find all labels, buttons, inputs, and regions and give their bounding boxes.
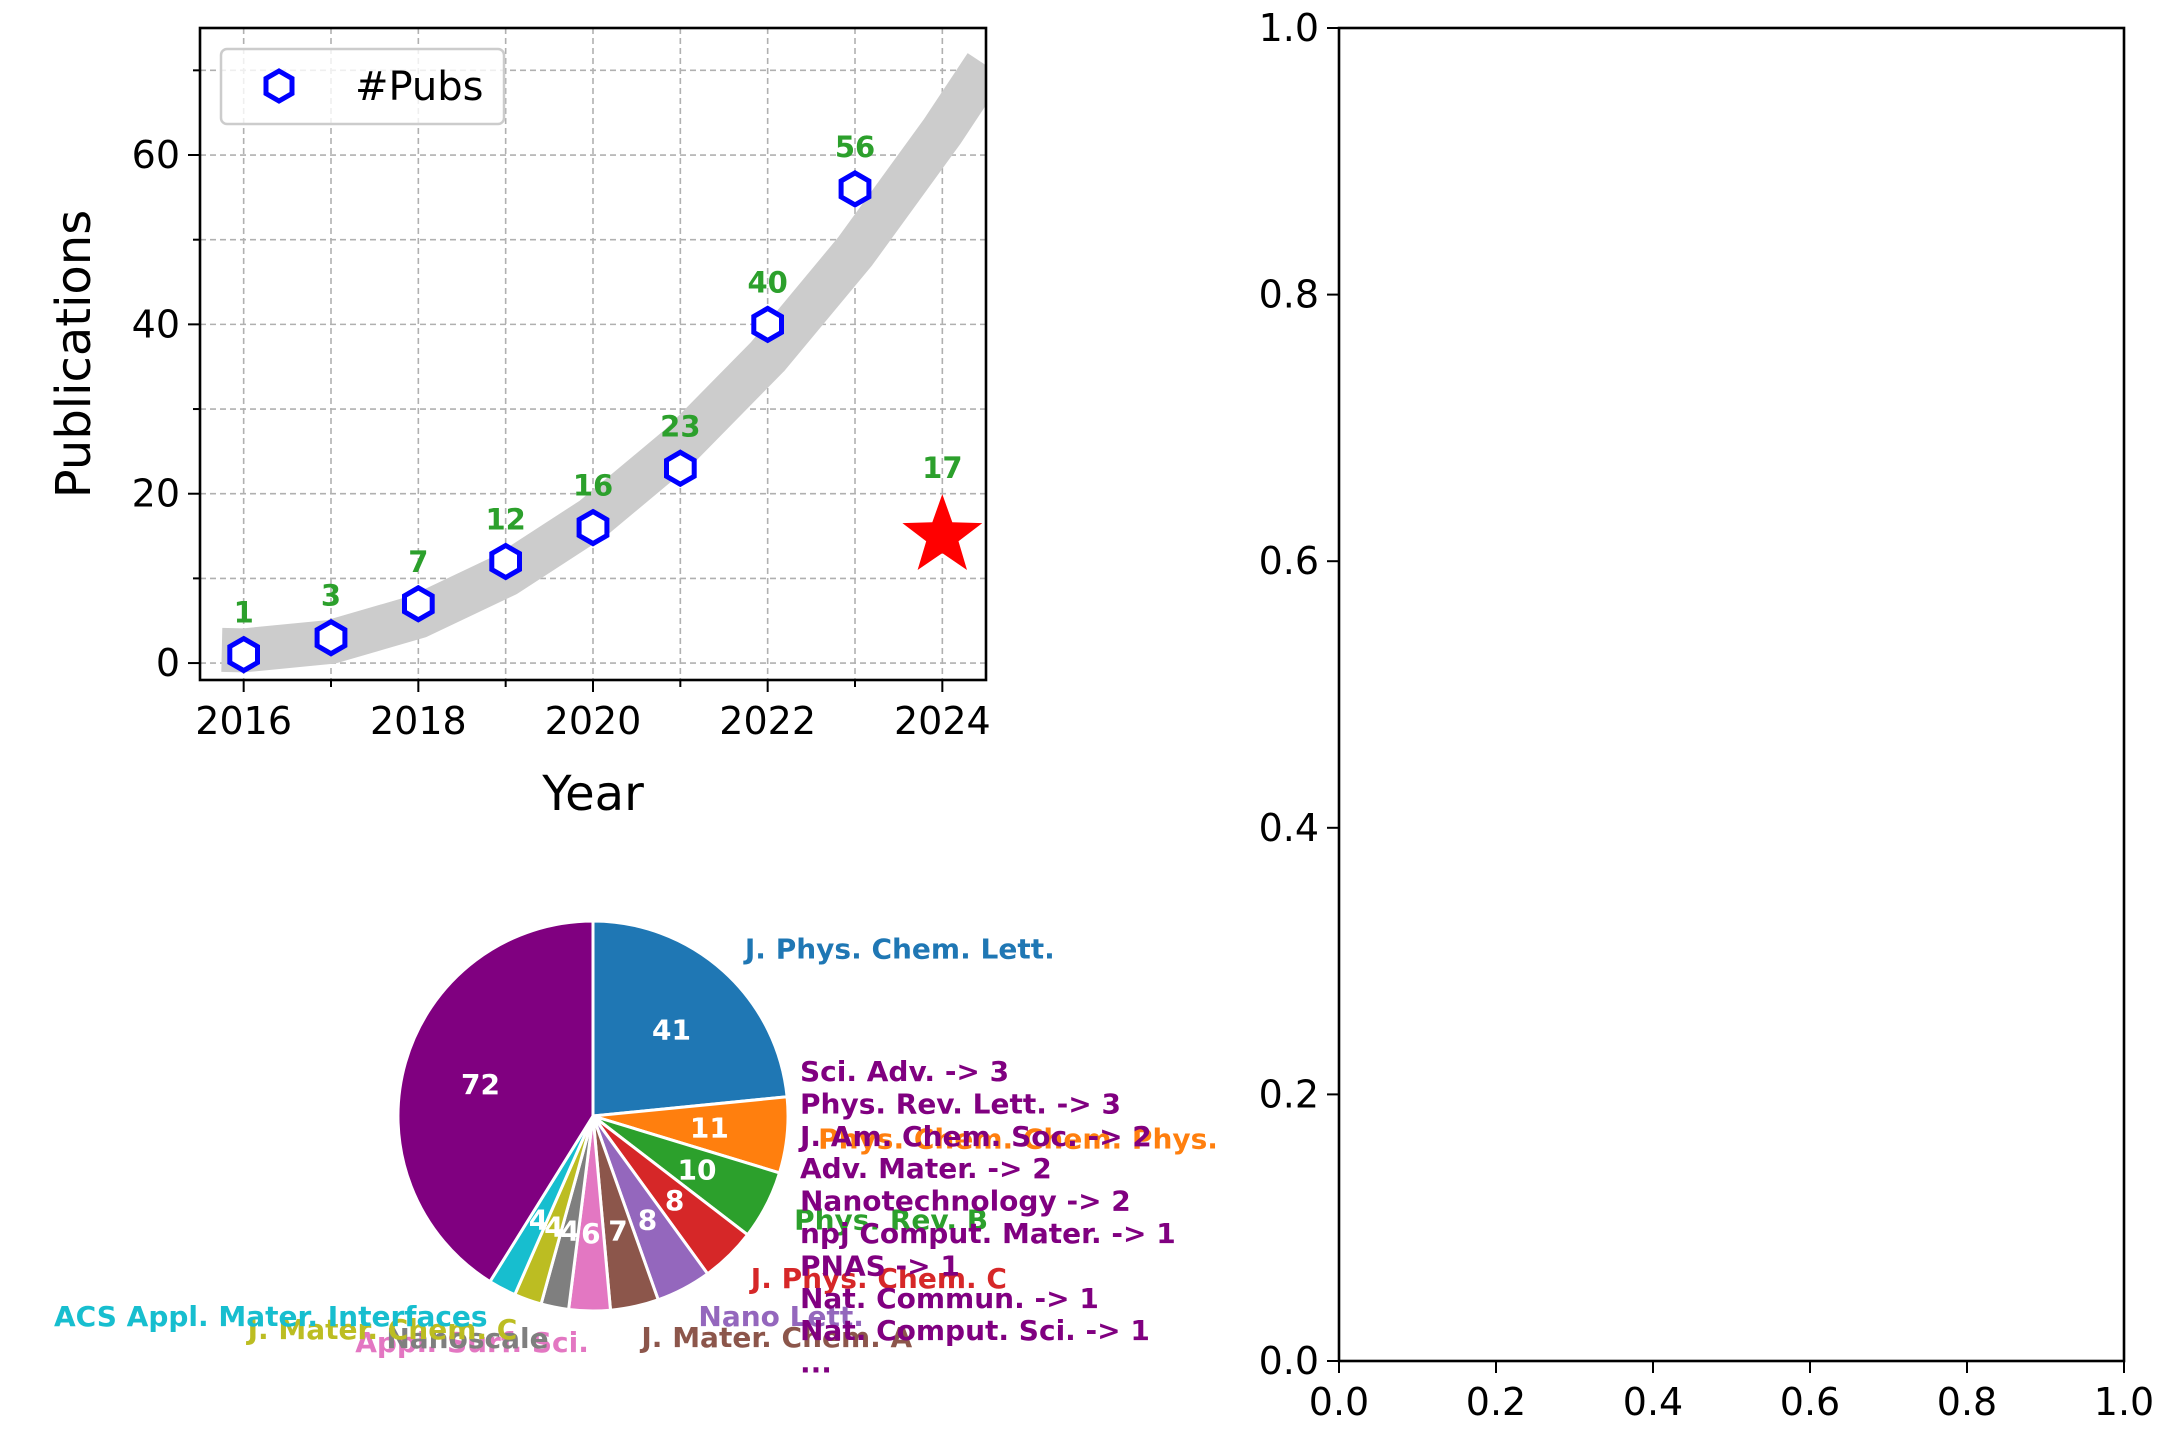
empty-y-tick-label: 0.2 <box>1259 1072 1319 1116</box>
empty-y-tick-label: 0.8 <box>1259 273 1319 317</box>
pie-value-label: 72 <box>461 1068 500 1101</box>
pubs-point <box>838 170 872 208</box>
empty-y-tick-label: 0.0 <box>1259 1339 1319 1383</box>
y-axis-title: Publications <box>46 210 102 498</box>
pubs-data-label: 56 <box>835 130 875 164</box>
pie-value-label: 4 <box>529 1204 548 1237</box>
empty-x-tick-label: 0.2 <box>1466 1380 1526 1424</box>
other-journal-entry: npj Comput. Mater. -> 1 <box>800 1217 1176 1250</box>
pie-slice-label: Nanoscale <box>386 1322 548 1355</box>
other-journal-entry: J. Am. Chem. Soc. -> 2 <box>798 1120 1152 1153</box>
pie-value-label: 11 <box>690 1112 729 1145</box>
empty-x-tick-label: 0.4 <box>1623 1380 1683 1424</box>
other-journal-entry: Nat. Comput. Sci. -> 1 <box>800 1314 1150 1347</box>
publications-data-labels: 1 3 7 12 16 23 40 56 17 <box>234 130 963 630</box>
empty-axes: 0.0 0.2 0.4 0.6 0.8 1.0 0.0 0.2 0.4 0.6 0.8 1.0 <box>1259 6 2155 1424</box>
pie-slice-label: Phys. Chem. Chem. Phys. <box>818 1122 1218 1155</box>
pie-labels: J. Phys. Chem. Lett. Phys. Chem. Chem. Ph… <box>54 932 1218 1359</box>
pie-value-label: 8 <box>638 1204 657 1237</box>
legend-label: #Pubs <box>355 64 484 110</box>
other-journal-entry: Phys. Rev. Lett. -> 3 <box>800 1087 1121 1120</box>
pie-value-label: 10 <box>678 1154 717 1187</box>
empty-x-tick-label: 0.8 <box>1937 1380 1997 1424</box>
x-tick-label: 2022 <box>719 699 816 743</box>
pie-slice-label: J. Mater. Chem. A <box>639 1321 912 1354</box>
pubs-point <box>489 542 522 581</box>
other-journal-entry: Nanotechnology -> 2 <box>800 1185 1131 1218</box>
empty-y-tick-label: 0.6 <box>1259 539 1319 583</box>
y-tick-label: 40 <box>132 302 180 346</box>
pie-slice-label: J. Phys. Chem. C <box>749 1262 1007 1295</box>
pie-slice-label: J. Mater. Chem. C <box>246 1313 518 1346</box>
other-journal-entry: Nat. Commun. -> 1 <box>800 1282 1099 1315</box>
publications-marks <box>227 170 983 674</box>
empty-axes-frame <box>1337 26 2126 1363</box>
x-tick-label: 2016 <box>195 699 292 743</box>
publications-chart: 1 3 7 12 16 23 40 56 17 2016 2018 2020 2022 2024 0 20 4… <box>46 26 991 822</box>
pubs-data-label: 1 <box>234 596 254 630</box>
legend-box <box>219 47 506 126</box>
y-tick-label: 20 <box>132 472 180 516</box>
pubs-point <box>402 584 435 623</box>
pubs-data-label: 3 <box>321 579 341 613</box>
y-tick-label: 60 <box>132 133 180 177</box>
x-tick-label: 2020 <box>545 699 642 743</box>
pie-slice <box>591 919 789 1118</box>
pubs-data-label: 12 <box>485 502 525 536</box>
pubs-data-label: 23 <box>660 409 700 443</box>
pubs-point <box>314 618 348 657</box>
legend-hexagon-marker <box>263 68 295 104</box>
pie-slice-label: J. Phys. Chem. Lett. <box>743 932 1055 965</box>
star-data-label: 17 <box>922 451 962 485</box>
empty-y-tick-label: 1.0 <box>1259 6 1319 50</box>
pie-slice <box>396 919 595 1284</box>
y-tick-label: 0 <box>156 641 180 685</box>
pie-slice-label: Phys. Rev. B <box>794 1204 988 1237</box>
x-tick-label: 2018 <box>370 699 467 743</box>
pie-slice-label: ACS Appl. Mater. Interfaces <box>54 1300 488 1333</box>
legend: #Pubs <box>219 47 506 126</box>
pie-value-label: 41 <box>652 1013 691 1046</box>
pubs-point <box>576 508 610 547</box>
pie-value-label: 7 <box>608 1214 627 1247</box>
empty-x-tick-label: 0.6 <box>1780 1380 1840 1424</box>
pubs-point <box>664 449 697 488</box>
publications-ticks: 2016 2018 2020 2022 2024 0 20 40 60 <box>132 69 991 743</box>
x-tick-label: 2024 <box>894 699 991 743</box>
star-marker <box>902 494 983 570</box>
other-journal-entry: Sci. Adv. -> 3 <box>800 1055 1009 1088</box>
empty-y-tick-label: 0.4 <box>1259 806 1319 850</box>
other-journal-entry: Adv. Mater. -> 2 <box>800 1152 1052 1185</box>
empty-axes-ticks: 0.0 0.2 0.4 0.6 0.8 1.0 0.0 0.2 0.4 0.6 0.8 1.0 <box>1259 6 2155 1424</box>
empty-x-tick-label: 0.0 <box>1309 1380 1369 1424</box>
pubs-point <box>227 635 260 674</box>
pie-value-label: 8 <box>665 1184 684 1217</box>
pubs-data-label: 16 <box>573 469 613 503</box>
pie-slice-label: Appl. Surf. Sci. <box>355 1326 589 1359</box>
pie-value-label: 4 <box>544 1210 563 1243</box>
x-axis-title: Year <box>541 766 644 822</box>
pubs-point <box>751 305 784 344</box>
pubs-data-label: 7 <box>408 545 428 579</box>
journal-pie-chart: J. Phys. Chem. Lett. Phys. Chem. Chem. Ph… <box>54 919 1218 1380</box>
pie-value-label: 6 <box>581 1217 600 1250</box>
pie-value-label: 4 <box>560 1215 579 1248</box>
other-journal-entry: PNAS -> 1 <box>800 1249 960 1282</box>
pubs-data-label: 40 <box>747 265 787 299</box>
pie-slices <box>396 919 790 1313</box>
other-journal-entry: ... <box>800 1347 832 1380</box>
pie-slice-label: Nano Lett. <box>698 1300 863 1333</box>
empty-x-tick-label: 1.0 <box>2094 1380 2154 1424</box>
